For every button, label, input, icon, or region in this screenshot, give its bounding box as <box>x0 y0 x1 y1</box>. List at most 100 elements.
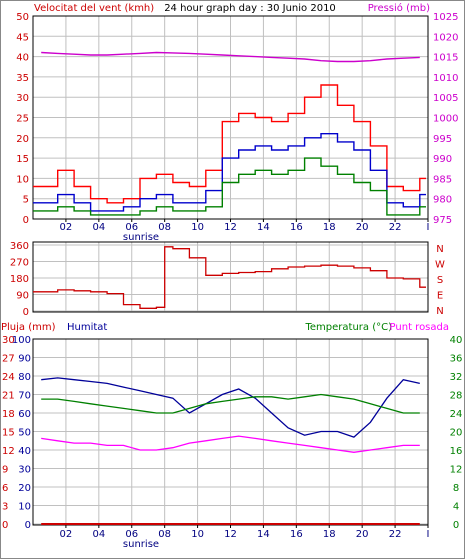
series-humidity-line <box>41 377 420 438</box>
wind-x-tick-label: 08 <box>158 222 171 233</box>
temperature-y-tick-label: 12 <box>450 465 463 476</box>
humidity-y-tick-label: 50 <box>18 428 31 439</box>
wind-y-tick-label: 50 <box>16 12 29 23</box>
temperature-y-tick-label: 32 <box>450 372 463 383</box>
wind-x-tick-label: 12 <box>224 222 237 233</box>
wind-y-tick-label: 25 <box>16 114 29 125</box>
rain-y-tick-label: 24 <box>2 372 15 383</box>
wind-axis-title: Velocitat del vent (kmh) <box>34 3 154 14</box>
temp-x-tick-label: 10 <box>191 529 204 540</box>
temp-x-tick-label: 02 <box>60 529 73 540</box>
pressure-y-tick-label: 1020 <box>433 32 458 43</box>
wind-x-tick-label: 18 <box>323 222 336 233</box>
humidity-y-tick-label: 90 <box>18 354 31 365</box>
temp-chart-series <box>41 377 420 525</box>
humidity-axis-title: Humitat <box>67 322 107 333</box>
rain-y-tick-label: 9 <box>2 465 8 476</box>
temp-x-tick-label: 18 <box>323 529 336 540</box>
wind-y-tick-label: 45 <box>16 32 29 43</box>
wind-x-tick-label: 16 <box>290 222 303 233</box>
direction-y-tick-label: 360 <box>10 241 29 252</box>
wind-y-tick-label: 15 <box>16 154 29 165</box>
pressure-y-tick-label: 990 <box>433 154 452 165</box>
pressure-y-tick-label: 1000 <box>433 114 458 125</box>
compass-label: N <box>436 306 443 317</box>
wind-x-axis-ticks: 02 04 06 08 10 12 14 16 18 20 22 I <box>60 219 429 233</box>
humidity-y-tick-label: 70 <box>18 391 31 402</box>
temp-x-tick-label: 08 <box>158 529 171 540</box>
pressure-y-tick-label: 975 <box>433 215 452 226</box>
series-gust-line <box>33 84 426 204</box>
series-average-line <box>33 133 426 212</box>
temp-x-tick-label: 04 <box>92 529 105 540</box>
temperature-y-tick-label: 28 <box>450 391 463 402</box>
direction-chart-grid <box>33 242 429 312</box>
temperature-y-axis-ticks: 0 4 8 12 16 20 24 28 32 36 40 <box>450 335 463 531</box>
series-minimum-line <box>33 157 426 216</box>
direction-y-tick-label: 180 <box>10 274 29 285</box>
pressure-y-tick-label: 995 <box>433 134 452 145</box>
dewpoint-axis-title: Punt rosada <box>390 322 449 333</box>
rain-y-tick-label: 27 <box>2 354 15 365</box>
temp-x-tick-label: I <box>427 529 430 540</box>
temperature-axis-title: Temperatura (°C) <box>304 322 392 333</box>
humidity-y-tick-label: 60 <box>18 409 31 420</box>
wind-chart-series <box>33 51 426 216</box>
pressure-y-axis-ticks: 975 980 985 990 995 1000 1005 1010 1015 1020 1025 <box>433 12 458 226</box>
direction-chart-frame <box>32 241 429 313</box>
wind-x-tick-label: 10 <box>191 222 204 233</box>
rain-y-tick-label: 6 <box>2 483 8 494</box>
rain-y-tick-label: 18 <box>2 409 15 420</box>
sunrise-label-1: sunrise <box>123 232 159 243</box>
wind-y-tick-label: 10 <box>16 174 29 185</box>
series-direction-line <box>33 246 426 309</box>
direction-chart-series <box>33 246 426 309</box>
rain-y-tick-label: 15 <box>2 428 15 439</box>
temp-x-axis-ticks: 02 04 06 08 10 12 14 16 18 20 22 I <box>60 525 430 540</box>
compass-label: S <box>437 275 443 286</box>
rain-y-axis-ticks: 0 3 6 9 12 15 18 21 24 27 30 <box>2 335 15 531</box>
humidity-y-tick-label: 30 <box>18 465 31 476</box>
compass-label: E <box>437 291 443 302</box>
pressure-axis-title: Pressió (mb) <box>368 2 430 14</box>
wind-x-tick-label: 06 <box>125 222 138 233</box>
pressure-y-tick-label: 1010 <box>433 73 458 84</box>
temperature-y-tick-label: 20 <box>450 428 463 439</box>
series-pressure-line <box>41 51 420 63</box>
wind-y-tick-label: 5 <box>23 195 29 206</box>
wind-x-tick-label: 14 <box>257 222 270 233</box>
temp-x-tick-label: 12 <box>224 529 237 540</box>
humidity-y-tick-label: 20 <box>18 483 31 494</box>
rain-y-tick-label: 30 <box>2 335 15 346</box>
sunrise-label-2: sunrise <box>123 539 159 550</box>
wind-x-tick-label: 04 <box>92 222 105 233</box>
pressure-y-tick-label: 985 <box>433 174 452 185</box>
direction-y-axis-ticks: 0 90 180 270 360 <box>10 241 29 318</box>
temp-x-tick-label: 22 <box>389 529 402 540</box>
temperature-y-tick-label: 24 <box>450 409 463 420</box>
direction-y-tick-label: 270 <box>10 258 29 269</box>
compass-label: W <box>435 260 445 271</box>
wind-y-tick-label: 0 <box>23 215 29 226</box>
chart-title: 24 hour graph day : 30 Junio 2010 <box>164 3 336 14</box>
humidity-y-tick-label: 80 <box>18 372 31 383</box>
temperature-y-tick-label: 16 <box>450 446 463 457</box>
rain-y-tick-label: 12 <box>2 446 15 457</box>
wind-x-tick-label: 02 <box>60 222 73 233</box>
temp-x-tick-label: 14 <box>257 529 270 540</box>
wind-y-tick-label: 35 <box>16 73 29 84</box>
pressure-y-tick-label: 1025 <box>433 12 458 23</box>
humidity-y-axis-ticks: 0 10 20 30 40 50 60 70 80 90 100 <box>12 335 31 531</box>
pressure-y-tick-label: 980 <box>433 195 452 206</box>
compass-label: N <box>436 244 443 255</box>
wind-y-tick-label: 40 <box>16 53 29 64</box>
temperature-y-tick-label: 4 <box>453 502 459 513</box>
pressure-y-tick-label: 1005 <box>433 93 458 104</box>
direction-y-tick-label: 90 <box>16 291 29 302</box>
direction-y-tick-label: 0 <box>23 307 29 318</box>
temperature-y-tick-label: 8 <box>453 483 459 494</box>
wind-x-tick-label: 22 <box>389 222 402 233</box>
